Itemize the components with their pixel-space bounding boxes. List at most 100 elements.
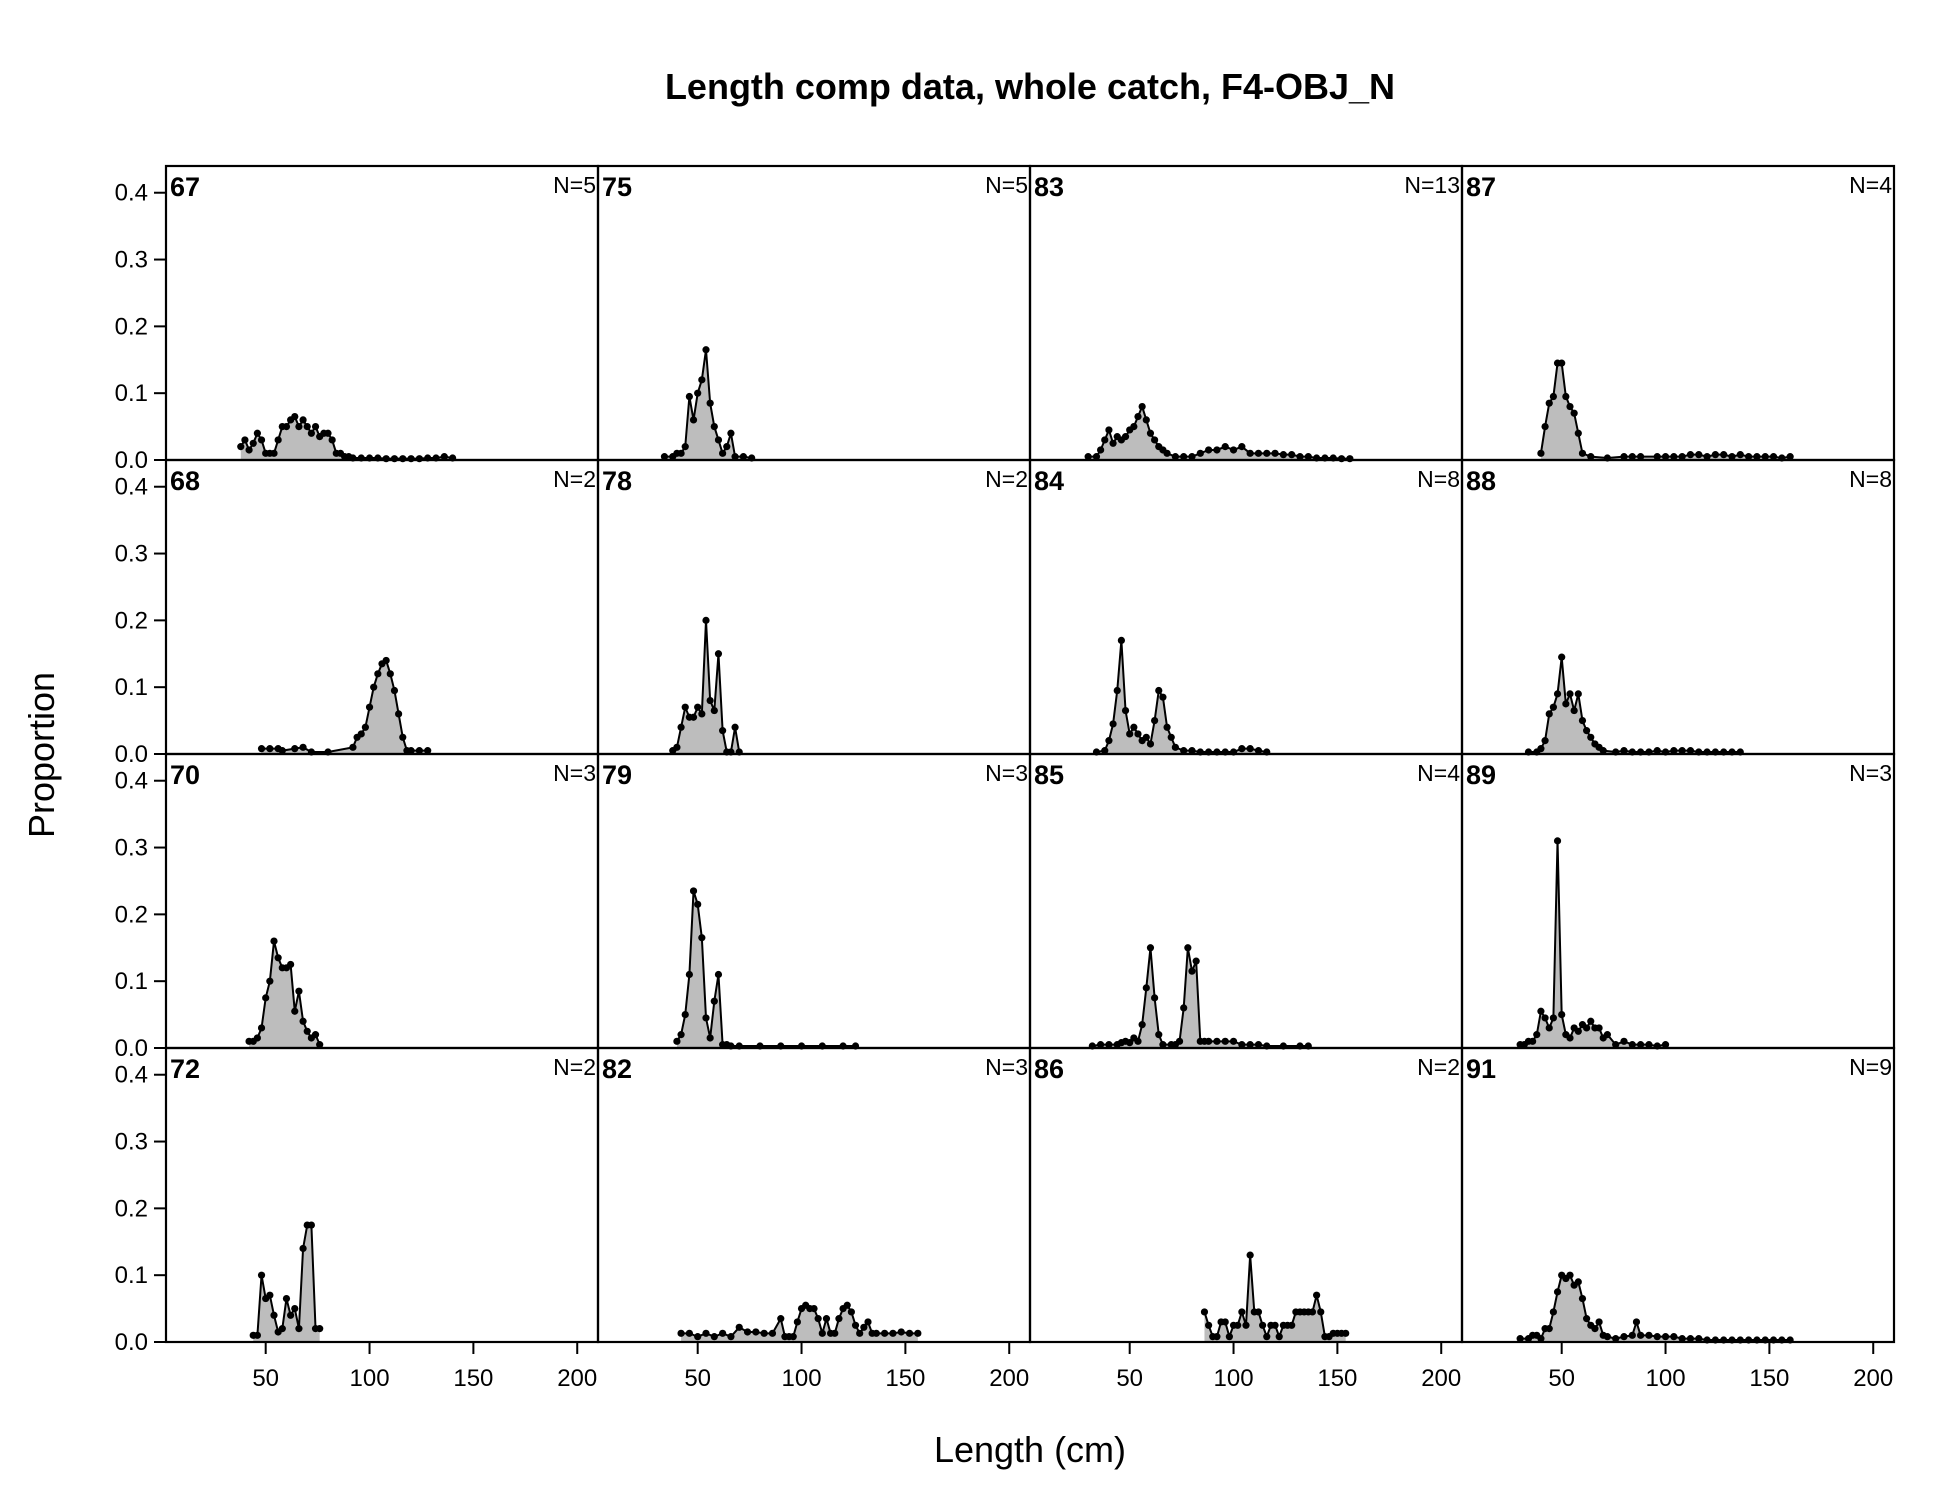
data-point <box>710 422 718 431</box>
data-point <box>1205 1037 1213 1045</box>
data-point <box>1678 453 1686 461</box>
data-point <box>777 1315 785 1323</box>
data-point <box>1188 967 1196 975</box>
data-point <box>1134 1037 1142 1045</box>
data-point <box>299 743 307 751</box>
data-point <box>1728 453 1736 461</box>
data-point <box>710 997 718 1005</box>
data-point <box>1558 1010 1566 1019</box>
data-point <box>1545 1325 1553 1333</box>
data-point <box>1591 1325 1599 1333</box>
data-point <box>1653 453 1661 461</box>
panel-n-label: N=2 <box>985 466 1028 492</box>
data-point <box>1533 1031 1541 1039</box>
data-point <box>1661 1333 1670 1341</box>
data-point <box>1537 449 1545 457</box>
data-point <box>1337 455 1346 463</box>
panel-n-label: N=5 <box>985 172 1028 198</box>
data-point <box>324 429 332 437</box>
data-point <box>1296 453 1304 461</box>
data-point <box>1574 1027 1582 1035</box>
panel-68-area <box>261 660 428 754</box>
panel-year-label: 85 <box>1034 760 1064 790</box>
panel-78: 78 N=2 <box>596 458 1032 756</box>
panel-year-label: 89 <box>1466 760 1496 790</box>
data-point <box>673 1037 681 1045</box>
panel-frame <box>596 752 1032 1050</box>
y-tick-label: 0.3 <box>115 835 148 862</box>
y-tick-label: 0.2 <box>115 607 148 634</box>
data-point <box>714 650 723 658</box>
panel-year-label: 70 <box>170 760 200 790</box>
data-point <box>1151 994 1159 1002</box>
data-point <box>1254 747 1263 755</box>
data-point <box>1612 1041 1620 1049</box>
data-point <box>1159 1041 1167 1049</box>
panel-year-label: 79 <box>602 760 632 790</box>
x-tick-label: 50 <box>252 1365 279 1392</box>
data-point <box>1653 747 1661 755</box>
data-point <box>1545 399 1553 407</box>
data-point <box>731 453 739 461</box>
data-point <box>1229 446 1238 454</box>
data-point <box>1570 409 1578 417</box>
data-point <box>1686 747 1695 755</box>
data-point <box>1603 1031 1611 1039</box>
panel-year-label: 88 <box>1466 466 1496 496</box>
panel-79: 79 N=3 <box>596 752 1032 1050</box>
data-point <box>1254 1308 1263 1316</box>
data-point <box>1229 1037 1238 1045</box>
data-point <box>1180 453 1188 461</box>
data-point <box>768 1329 777 1337</box>
data-point <box>710 706 718 715</box>
data-point <box>1545 710 1553 718</box>
y-tick-label: 0.3 <box>115 1129 148 1156</box>
panel-83: 83 N=13 <box>1028 164 1464 463</box>
data-point <box>415 747 423 755</box>
data-point <box>677 723 685 731</box>
data-point <box>303 1027 311 1035</box>
panel-84: 84 N=8 <box>1028 458 1464 756</box>
data-point <box>287 960 295 969</box>
data-point <box>257 436 266 444</box>
data-point <box>673 743 681 751</box>
y-tick-label: 0.4 <box>115 474 148 501</box>
data-point <box>1628 453 1636 461</box>
data-point <box>1109 720 1117 728</box>
x-tick-label: 200 <box>1421 1365 1461 1392</box>
data-point <box>295 1325 303 1333</box>
data-point <box>1578 449 1587 457</box>
data-point <box>694 900 702 908</box>
data-point <box>689 713 698 721</box>
data-point <box>274 436 282 444</box>
data-point <box>311 1031 320 1039</box>
data-point <box>689 887 698 895</box>
data-point <box>262 994 270 1002</box>
data-point <box>1637 1041 1645 1049</box>
y-tick-label: 0.3 <box>115 541 148 568</box>
data-point <box>818 1329 826 1337</box>
data-point <box>299 1244 307 1253</box>
data-point <box>440 453 448 461</box>
data-point <box>1553 837 1562 845</box>
data-point <box>1221 443 1229 451</box>
data-point <box>1117 636 1125 645</box>
panel-year-label: 82 <box>602 1054 632 1084</box>
data-point <box>1151 716 1159 725</box>
data-point <box>1653 1333 1661 1341</box>
data-point <box>1246 1251 1254 1259</box>
data-point <box>1549 703 1557 711</box>
data-point <box>1541 1014 1549 1022</box>
data-point <box>1678 1335 1686 1343</box>
data-point <box>1578 716 1587 725</box>
data-point <box>1246 1041 1254 1049</box>
data-point <box>1549 1014 1557 1022</box>
y-tick-label: 0.1 <box>115 674 148 701</box>
data-point <box>1205 1321 1213 1329</box>
panel-frame <box>596 164 1032 462</box>
x-tick-label: 50 <box>684 1365 711 1392</box>
panel-91: 91 N=9 50 100 150 200 <box>1460 1046 1896 1392</box>
data-point <box>316 1041 324 1049</box>
data-point <box>257 1024 266 1032</box>
panel-year-label: 72 <box>170 1054 200 1084</box>
